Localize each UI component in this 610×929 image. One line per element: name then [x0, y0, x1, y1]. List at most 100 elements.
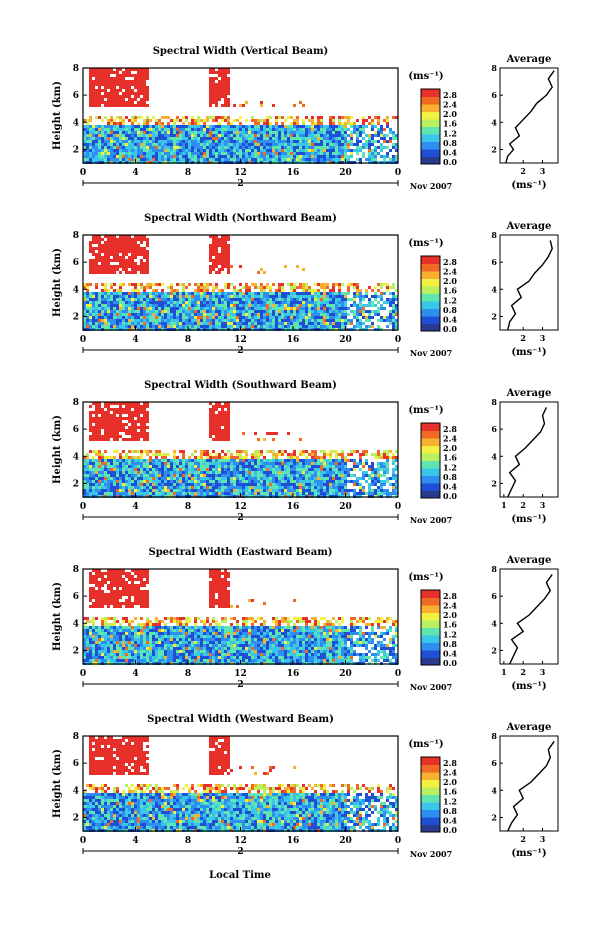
average-profile-line: [509, 574, 553, 665]
y-tick-label: 2: [73, 813, 79, 823]
colorbar-tick-label: 2.4: [443, 601, 457, 611]
date-label: Nov 2007: [410, 515, 452, 525]
avg-y-tick-label: 4: [491, 117, 497, 127]
colorbar-swatch: [421, 134, 440, 142]
x-tick-label: 0: [395, 669, 401, 679]
y-tick-label: 8: [73, 64, 79, 74]
colorbar-unit: (ms⁻¹): [408, 739, 443, 750]
heatmap-cells: [83, 402, 398, 498]
colorbar-unit: (ms⁻¹): [408, 572, 443, 583]
x-tick-label: 16: [287, 669, 300, 679]
colorbar-tick-label: 2.0: [443, 109, 457, 119]
colorbar-tick-label: 0.4: [443, 147, 457, 157]
colorbar-swatch: [421, 809, 440, 818]
x-axis-label: Local Time: [209, 870, 271, 881]
y-tick-label: 8: [73, 732, 79, 742]
colorbar-tick-label: 0.8: [443, 138, 457, 148]
colorbar-swatch: [421, 301, 440, 309]
average-frame: [499, 401, 559, 498]
colorbar-tick-label: 2.8: [443, 424, 457, 434]
colorbar-tick-label: 0.8: [443, 472, 457, 482]
avg-x-tick-label: 2: [520, 834, 526, 844]
colorbar-tick-label: 0.8: [443, 806, 457, 816]
avg-x-tick-label: 3: [540, 333, 546, 343]
colorbar-tick-label: 0.0: [443, 324, 457, 334]
x-tick-label: 0: [80, 168, 86, 178]
x-tick-label: 0: [80, 502, 86, 512]
colorbar-tick-label: 2.4: [443, 100, 457, 110]
average-profile-line: [507, 240, 553, 331]
colorbar-unit: (ms⁻¹): [408, 405, 443, 416]
colorbar-swatch: [421, 96, 440, 105]
y-axis-label: Height (km): [52, 415, 63, 484]
y-tick-label: 2: [73, 145, 79, 155]
y-axis-label: Height (km): [52, 749, 63, 818]
colorbar-swatch: [421, 490, 440, 499]
average-unit: (ms⁻¹): [511, 681, 546, 692]
y-tick-label: 8: [73, 398, 79, 408]
colorbar-swatch: [421, 149, 440, 157]
y-axis-label: Height (km): [52, 582, 63, 651]
y-tick-label: 6: [73, 592, 79, 602]
avg-y-tick-label: 4: [491, 451, 497, 461]
avg-y-tick-label: 2: [491, 311, 497, 321]
colorbar-frame: [420, 589, 441, 666]
x-tick-label: 0: [395, 168, 401, 178]
colorbar-swatch: [421, 286, 440, 294]
x-tick-label: 0: [395, 335, 401, 345]
colorbar-swatch: [421, 89, 440, 97]
x-tick-label: 12: [234, 168, 247, 178]
colorbar-swatch: [421, 764, 440, 773]
avg-y-tick-label: 2: [491, 812, 497, 822]
x-tick-label: 8: [185, 335, 191, 345]
x-tick-label: 8: [185, 502, 191, 512]
heatmap-cells: [83, 68, 398, 164]
avg-x-tick-label: 2: [520, 500, 526, 510]
colorbar-tick-label: 0.8: [443, 305, 457, 315]
colorbar-unit: (ms⁻¹): [408, 71, 443, 82]
colorbar-swatch: [421, 271, 440, 279]
y-tick-label: 8: [73, 565, 79, 575]
colorbar-swatch: [421, 323, 440, 332]
colorbar-swatch: [421, 104, 440, 112]
avg-y-tick-label: 8: [491, 731, 497, 741]
colorbar-swatch: [421, 278, 440, 287]
colorbar-swatch: [421, 802, 440, 810]
x-tick-label: 0: [395, 502, 401, 512]
colorbar-tick-label: 1.2: [443, 128, 457, 138]
colorbar-tick-label: 2.0: [443, 777, 457, 787]
colorbar-swatch: [421, 817, 440, 825]
avg-y-tick-label: 6: [491, 758, 497, 768]
colorbar-swatch: [421, 824, 440, 833]
x-tick-label: 4: [132, 335, 138, 345]
colorbar-tick-label: 1.2: [443, 295, 457, 305]
x-tick-label: 8: [185, 836, 191, 846]
colorbar-swatch: [421, 657, 440, 666]
x-tick-label: 16: [287, 168, 300, 178]
colorbar-swatch: [421, 430, 440, 439]
panel-title: Spectral Width (Vertical Beam): [153, 46, 329, 57]
y-tick-label: 2: [73, 479, 79, 489]
colorbar-swatch: [421, 156, 440, 165]
colorbar-tick-label: 1.6: [443, 119, 457, 129]
colorbar-swatch: [421, 794, 440, 803]
y-tick-label: 4: [73, 118, 79, 128]
colorbar-tick-label: 0.0: [443, 491, 457, 501]
panel-5: Spectral Width (Westward Beam) 8 6 4 2 Height…: [52, 714, 559, 859]
colorbar-swatch: [421, 597, 440, 606]
colorbar-unit: (ms⁻¹): [408, 238, 443, 249]
y-tick-label: 4: [73, 619, 79, 629]
x-tick-label: 20: [339, 669, 352, 679]
colorbar-swatch: [421, 605, 440, 613]
colorbar-tick-label: 1.2: [443, 629, 457, 639]
colorbar-tick-label: 2.0: [443, 610, 457, 620]
colorbar-swatch: [421, 293, 440, 302]
x-tick-label: 20: [339, 836, 352, 846]
heatmap-cells: [83, 235, 398, 331]
avg-y-tick-label: 2: [491, 645, 497, 655]
colorbar-frame: [420, 255, 441, 332]
x-tick-label: 0: [80, 335, 86, 345]
avg-y-tick-label: 6: [491, 424, 497, 434]
colorbar-tick-label: 1.6: [443, 286, 457, 296]
